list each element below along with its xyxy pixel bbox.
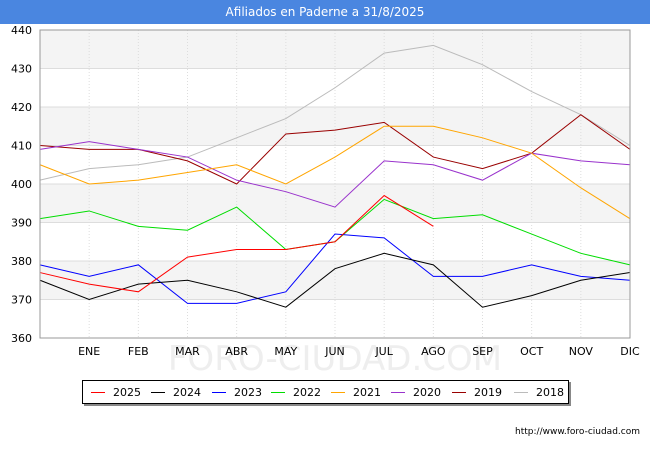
legend-item-2025: 2025 [91,381,141,403]
legend-item-2024: 2024 [151,381,201,403]
x-tick-label: OCT [520,345,543,358]
y-tick-label: 370 [11,294,32,307]
title-bar [0,0,650,24]
legend-swatch [514,391,528,393]
legend-label: 2018 [536,385,564,399]
legend-swatch [271,391,285,393]
x-tick-label: DIC [620,345,640,358]
x-tick-label: SEP [472,345,493,358]
x-tick-label: AGO [421,345,446,358]
source-url[interactable]: http://www.foro-ciudad.com [515,427,640,437]
legend-swatch [452,391,466,393]
legend-swatch [91,391,105,393]
y-tick-label: 430 [11,63,32,76]
plot-border [39,29,631,339]
x-tick-label: ENE [78,345,100,358]
legend-item-2023: 2023 [212,381,262,403]
watermark: FORO-CIUDAD.COM [168,339,502,379]
legend-swatch [331,391,345,393]
x-tick-label: JUN [324,345,345,358]
legend-swatch [212,391,226,393]
legend-label: 2019 [474,385,502,399]
legend-swatch [151,391,165,393]
series-line-2018 [39,44,631,181]
legend-item-2021: 2021 [331,381,381,403]
y-tick-label: 380 [11,255,32,268]
x-tick-label: ABR [225,345,248,358]
legend-item-2022: 2022 [271,381,321,403]
series-line-2023 [39,233,631,304]
legend: 2025 2024 2023 2022 2021 2020 2019 2018 [82,380,569,404]
x-tick-label: NOV [569,345,594,358]
legend-label: 2024 [173,385,201,399]
series-line-2024 [39,252,631,308]
series-line-2025 [39,194,434,293]
x-tick-label: JUL [374,345,393,358]
chart-title: Afiliados en Paderne a 31/8/2025 [225,5,425,19]
legend-label: 2021 [353,385,381,399]
legend-item-2018: 2018 [514,381,564,403]
legend-label: 2022 [293,385,321,399]
legend-label: 2025 [113,385,141,399]
series-line-2021 [39,125,631,220]
y-tick-label: 410 [11,140,32,153]
x-tick-label: MAY [274,345,297,358]
y-tick-label: 400 [11,178,32,191]
legend-label: 2023 [234,385,262,399]
x-tick-label: MAR [175,345,200,358]
legend-item-2019: 2019 [452,381,502,403]
grid-band [40,30,630,69]
legend-label: 2020 [413,385,441,399]
y-tick-label: 360 [11,332,32,345]
y-tick-label: 420 [11,101,32,114]
legend-swatch [391,391,405,393]
legend-item-2020: 2020 [391,381,441,403]
y-tick-label: 440 [11,24,32,37]
x-tick-label: FEB [128,345,149,358]
y-tick-label: 390 [11,217,32,230]
